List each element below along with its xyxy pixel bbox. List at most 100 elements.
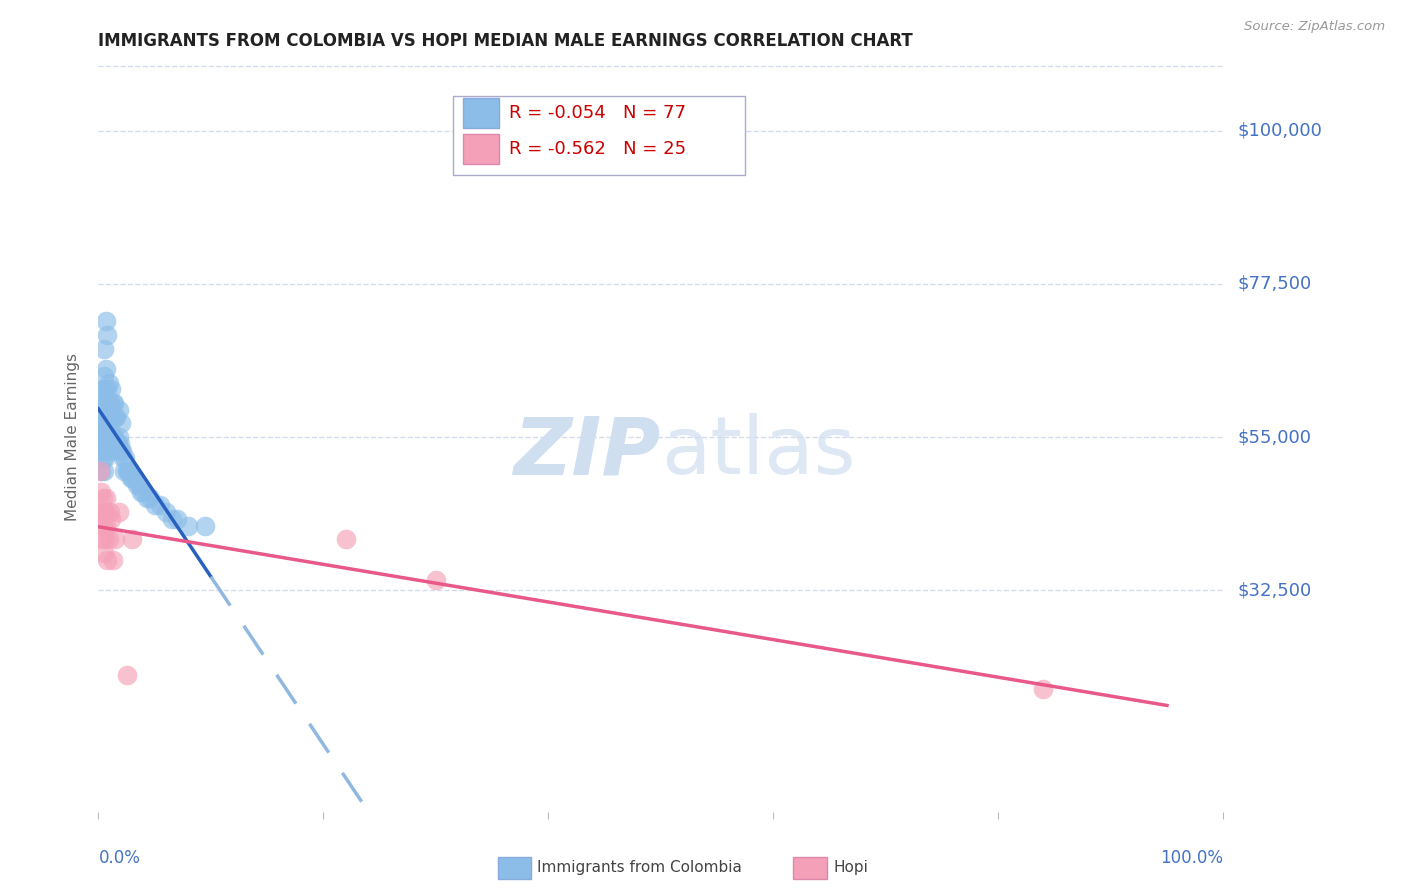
Point	[91, 409, 114, 424]
Point	[96, 437, 118, 451]
Point	[89, 464, 111, 478]
Point	[98, 396, 121, 410]
Point	[120, 471, 142, 485]
Point	[94, 505, 117, 519]
FancyBboxPatch shape	[463, 98, 499, 128]
Point	[103, 396, 125, 410]
Point	[111, 443, 134, 458]
Point	[101, 552, 124, 566]
Text: R = -0.054   N = 77: R = -0.054 N = 77	[509, 103, 686, 121]
Point	[97, 409, 120, 424]
Point	[93, 396, 115, 410]
Text: Source: ZipAtlas.com: Source: ZipAtlas.com	[1244, 20, 1385, 33]
Point	[90, 437, 112, 451]
Point	[107, 505, 129, 519]
Point	[129, 484, 152, 499]
Point	[118, 464, 141, 478]
Point	[93, 505, 115, 519]
Text: atlas: atlas	[661, 413, 855, 491]
Point	[110, 443, 132, 458]
Point	[124, 471, 146, 485]
Point	[155, 505, 177, 519]
Point	[114, 450, 136, 465]
Point	[96, 383, 118, 397]
Point	[94, 409, 117, 424]
Point	[90, 533, 112, 547]
Point	[132, 484, 155, 499]
Point	[93, 368, 115, 383]
Point	[115, 464, 138, 478]
Point	[89, 443, 111, 458]
Point	[94, 450, 117, 465]
Point	[96, 362, 118, 376]
Point	[108, 437, 131, 451]
Point	[101, 430, 124, 444]
Point	[98, 443, 121, 458]
Point	[91, 430, 114, 444]
Point	[149, 498, 172, 512]
Point	[335, 533, 357, 547]
Point	[98, 423, 121, 437]
Point	[96, 314, 118, 328]
Point	[96, 396, 118, 410]
Point	[91, 518, 114, 533]
Point	[112, 464, 135, 478]
Point	[107, 430, 129, 444]
Text: Hopi: Hopi	[834, 860, 869, 874]
Point	[139, 491, 162, 506]
Point	[117, 464, 139, 478]
Point	[101, 396, 124, 410]
Point	[91, 450, 114, 465]
Point	[115, 668, 138, 682]
Point	[101, 437, 124, 451]
Point	[94, 533, 117, 547]
Point	[121, 471, 143, 485]
Y-axis label: Median Male Earnings: Median Male Earnings	[65, 353, 80, 521]
Point	[112, 450, 135, 465]
Point	[96, 423, 118, 437]
Text: $77,500: $77,500	[1237, 275, 1312, 293]
Point	[96, 552, 118, 566]
Point	[90, 512, 112, 526]
Text: 0.0%: 0.0%	[98, 849, 141, 867]
Text: ZIP: ZIP	[513, 413, 661, 491]
Point	[93, 464, 115, 478]
Point	[97, 533, 120, 547]
Text: 100.0%: 100.0%	[1160, 849, 1223, 867]
Point	[100, 430, 122, 444]
Point	[96, 491, 118, 506]
Point	[107, 402, 129, 417]
Point	[93, 342, 115, 356]
FancyBboxPatch shape	[453, 96, 745, 175]
Point	[1032, 682, 1054, 697]
Point	[160, 512, 183, 526]
Point	[100, 409, 122, 424]
Text: $32,500: $32,500	[1237, 582, 1312, 599]
Point	[177, 518, 200, 533]
Point	[94, 383, 117, 397]
Point	[90, 505, 112, 519]
Point	[104, 437, 127, 451]
Point	[93, 423, 115, 437]
Text: $100,000: $100,000	[1237, 121, 1322, 139]
Point	[103, 430, 125, 444]
Point	[107, 437, 129, 451]
Point	[101, 409, 124, 424]
Point	[121, 533, 143, 547]
Point	[125, 477, 148, 491]
Point	[90, 396, 112, 410]
Point	[128, 477, 150, 491]
Point	[194, 518, 217, 533]
Point	[118, 464, 141, 478]
Point	[166, 512, 188, 526]
Point	[90, 417, 112, 431]
Text: Immigrants from Colombia: Immigrants from Colombia	[537, 860, 742, 874]
Point	[110, 417, 132, 431]
Point	[104, 409, 127, 424]
Point	[98, 505, 121, 519]
Text: R = -0.562   N = 25: R = -0.562 N = 25	[509, 140, 686, 158]
Point	[90, 484, 112, 499]
Point	[94, 430, 117, 444]
Point	[93, 546, 115, 560]
Point	[100, 383, 122, 397]
